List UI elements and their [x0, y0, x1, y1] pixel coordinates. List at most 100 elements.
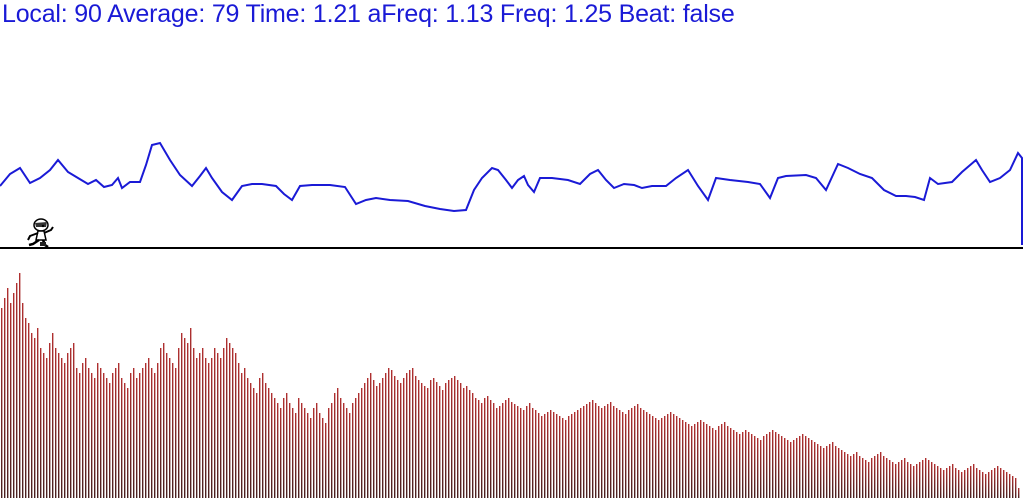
spectrum-bar	[778, 434, 780, 498]
spectrum-bar	[151, 368, 153, 498]
spectrum-bar	[913, 466, 915, 498]
spectrum-bar	[217, 353, 219, 498]
spectrum-bar	[262, 373, 264, 498]
average-label: Average:	[107, 0, 206, 28]
spectrum-bar	[268, 388, 270, 498]
spectrum-bar	[88, 368, 90, 498]
spectrum-bar	[580, 408, 582, 498]
spectrum-bar	[397, 380, 399, 498]
spectrum-bar	[925, 458, 927, 498]
spectrum-bar	[52, 333, 54, 498]
spectrum-bar	[61, 358, 63, 498]
spectrum-bar	[406, 373, 408, 498]
spectrum-bar	[247, 378, 249, 498]
spectrum-bar	[4, 298, 6, 498]
spectrum-bar	[1009, 474, 1011, 498]
spectrum-bar	[973, 464, 975, 498]
spectrum-bar	[772, 430, 774, 498]
spectrum-bar	[793, 440, 795, 498]
spectrum-bar	[640, 408, 642, 498]
spectrum-bar	[211, 358, 213, 498]
spectrum-bar	[34, 338, 36, 498]
spectrum-bar	[592, 400, 594, 498]
spectrum-bar	[301, 403, 303, 498]
spectrum-bar	[457, 380, 459, 498]
spectrum-bar	[136, 378, 138, 498]
spectrum-bar	[334, 393, 336, 498]
spectrum-bar	[565, 420, 567, 498]
spectrum-bar	[850, 456, 852, 498]
spectrum-bar	[16, 283, 18, 498]
spectrum-bar	[946, 468, 948, 498]
spectrum-bar	[760, 440, 762, 498]
spectrum-bar	[493, 403, 495, 498]
spectrum-bar	[757, 438, 759, 498]
spectrum-bar	[637, 404, 639, 498]
spectrum-bar	[283, 398, 285, 498]
spectrum-bar	[307, 413, 309, 498]
spectrum-bar	[724, 422, 726, 498]
spectrum-bar	[442, 390, 444, 498]
spectrum-bar	[358, 393, 360, 498]
spectrum-bar	[649, 414, 651, 498]
spectrum-bar	[325, 423, 327, 498]
spectrum-bar	[535, 410, 537, 498]
spectrum-bar	[433, 378, 435, 498]
spectrum-bar	[208, 363, 210, 498]
spectrum-bar	[832, 442, 834, 498]
spectrum-bar	[223, 348, 225, 498]
spectrum-bar	[796, 438, 798, 498]
spectrum-bar	[298, 398, 300, 498]
spectrum-bar	[742, 432, 744, 498]
spectrum-bar	[718, 426, 720, 498]
spectrum-bar	[451, 378, 453, 498]
spectrum-bar	[367, 378, 369, 498]
spectrum-bar	[862, 458, 864, 498]
spectrum-bar	[448, 380, 450, 498]
spectrum-bar	[673, 414, 675, 498]
spectrum-bar	[868, 462, 870, 498]
spectrum-bar	[997, 466, 999, 498]
spectrum-bar	[22, 303, 24, 498]
spectrum-bar	[856, 452, 858, 498]
spectrum-bar	[931, 462, 933, 498]
spectrum-bar	[598, 406, 600, 498]
spectrum-bar	[994, 468, 996, 498]
spectrum-bar	[481, 403, 483, 498]
spectrum-bar	[616, 408, 618, 498]
spectrum-bar	[964, 470, 966, 498]
spectrum-bar	[157, 363, 159, 498]
spectrum-bar	[13, 293, 15, 498]
spectrum-bar	[790, 442, 792, 498]
debug-readout: Local: 90 Average: 79 Time: 1.21 aFreq: …	[2, 0, 735, 30]
spectrum-bar	[241, 373, 243, 498]
spectrum-bar	[658, 420, 660, 498]
spectrum-bar	[874, 456, 876, 498]
local-label: Local:	[2, 0, 68, 28]
spectrum-bar	[31, 333, 33, 498]
spectrum-bar	[94, 378, 96, 498]
spectrum-bar	[532, 408, 534, 498]
spectrum-bar	[520, 408, 522, 498]
spectrum-bar	[412, 368, 414, 498]
spectrum-bar	[82, 363, 84, 498]
spectrum-bar	[115, 368, 117, 498]
spectrum-bar	[955, 468, 957, 498]
terrain-waveform-line	[0, 141, 1023, 245]
spectrum-bar	[103, 373, 105, 498]
spectrum-bar	[421, 383, 423, 498]
spectrum-bar	[517, 406, 519, 498]
spectrum-bar	[985, 474, 987, 498]
spectrum-bar	[196, 358, 198, 498]
spectrum-bar	[922, 460, 924, 498]
spectrum-bar	[880, 452, 882, 498]
spectrum-bar	[751, 434, 753, 498]
spectrum-bar	[736, 432, 738, 498]
frequency-spectrum	[1, 273, 1020, 498]
spectrum-bar	[370, 373, 372, 498]
time-label: Time:	[245, 0, 307, 28]
spectrum-bar	[814, 442, 816, 498]
spectrum-bar	[739, 434, 741, 498]
spectrum-bar	[691, 426, 693, 498]
